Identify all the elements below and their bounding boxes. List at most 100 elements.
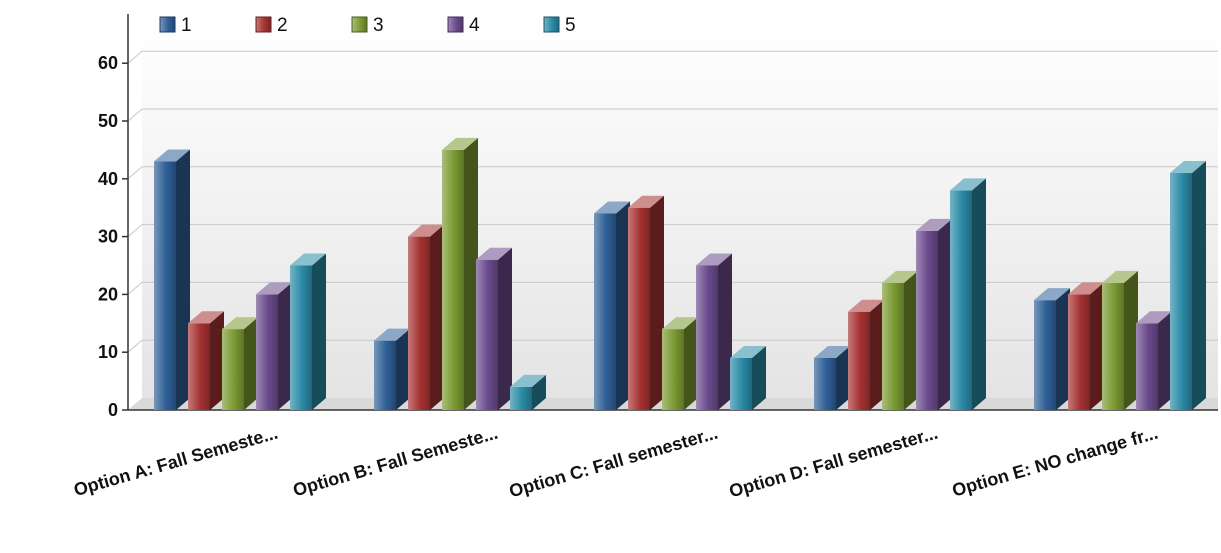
bar-top (814, 345, 850, 358)
bar-front (188, 323, 210, 410)
bar-top (662, 317, 698, 330)
bar (696, 253, 732, 410)
bar-top (1102, 270, 1138, 283)
x-category-label: Option E: NO change fr... (950, 423, 1160, 501)
bar-top (1170, 161, 1206, 174)
bar-side (870, 299, 884, 410)
bar-front (290, 265, 312, 410)
bar-side (752, 345, 766, 410)
bar (814, 345, 850, 410)
bar-side (464, 137, 478, 410)
bar (256, 282, 292, 410)
x-category-label: Option B: Fall Semeste... (291, 423, 500, 501)
bar-front (1170, 173, 1192, 410)
bar-top (848, 299, 884, 312)
y-tick-label: 20 (98, 284, 118, 304)
bar-top (374, 328, 410, 341)
bar-top (408, 224, 444, 237)
bar-front (1102, 282, 1124, 410)
bar-side (244, 317, 258, 410)
bar-side (1124, 270, 1138, 410)
bar (848, 299, 884, 410)
bar-side (836, 345, 850, 410)
bar-side (938, 218, 952, 410)
bar-side (430, 224, 444, 410)
bar (1034, 288, 1070, 410)
bar-side (498, 247, 512, 410)
bar (1170, 161, 1206, 410)
bar-side (972, 178, 986, 410)
bar-top (950, 178, 986, 191)
bar-top (1034, 288, 1070, 301)
bar-front (882, 282, 904, 410)
bar-top (1136, 311, 1172, 324)
bar (154, 149, 190, 410)
bar-front (1068, 294, 1090, 410)
bar-front (374, 340, 396, 410)
legend-item[interactable]: 4 (447, 15, 480, 36)
gridline-depth (127, 282, 143, 295)
y-tick-label: 60 (98, 53, 118, 73)
legend-label: 2 (277, 15, 288, 36)
bars (154, 137, 1206, 410)
bar (730, 345, 766, 410)
bar-side (650, 195, 664, 410)
bar (916, 218, 952, 410)
bar-side (1090, 282, 1104, 410)
bar (442, 137, 478, 410)
bar-side (532, 374, 546, 410)
legend-item[interactable]: 1 (159, 15, 192, 36)
bar-front (950, 190, 972, 410)
bar (950, 178, 986, 410)
legend-swatch (255, 16, 272, 33)
bar-side (684, 317, 698, 410)
legend-item[interactable]: 5 (543, 15, 576, 36)
bar-top (916, 218, 952, 231)
y-axis-ticks: 0 10 20 30 40 50 60 (98, 53, 128, 420)
bar-top (222, 317, 258, 330)
bar-top (154, 149, 190, 162)
bar-side (278, 282, 292, 410)
gridline-depth (127, 50, 143, 64)
bar-front (916, 230, 938, 410)
gridline-depth (127, 108, 143, 122)
bar (628, 195, 664, 410)
bar-front (408, 236, 430, 410)
bar-front (154, 161, 176, 410)
bar-side (396, 328, 410, 410)
bar-front (696, 265, 718, 410)
bar (1136, 311, 1172, 410)
legend-swatch (447, 16, 464, 33)
bar-front (662, 329, 684, 410)
bar-top (476, 247, 512, 260)
bar-side (616, 201, 630, 410)
legend-label: 5 (565, 15, 576, 36)
legend-item[interactable]: 3 (351, 15, 384, 36)
bar-front (848, 311, 870, 410)
bar (408, 224, 444, 410)
legend-item[interactable]: 2 (255, 15, 288, 36)
x-category-label: Option D: Fall semester... (727, 423, 940, 502)
bar-front (1136, 323, 1158, 410)
bar (476, 247, 512, 410)
bar-front (442, 149, 464, 410)
bar (188, 311, 224, 410)
bar (594, 201, 630, 410)
legend[interactable]: 1 2 3 4 5 (159, 15, 576, 36)
bar-front (1034, 300, 1056, 410)
bar (510, 374, 546, 410)
bar (662, 317, 698, 410)
y-tick-label: 50 (98, 111, 118, 131)
y-tick-label: 10 (98, 342, 118, 362)
bar (374, 328, 410, 410)
legend-label: 3 (373, 15, 384, 36)
bar-side (904, 270, 918, 410)
gridline-depth (127, 166, 143, 180)
gridline-depth (127, 339, 143, 353)
bar-side (718, 253, 732, 410)
bar-top (594, 201, 630, 214)
bar (882, 270, 918, 410)
bar-top (882, 270, 918, 283)
bar-top (730, 345, 766, 358)
